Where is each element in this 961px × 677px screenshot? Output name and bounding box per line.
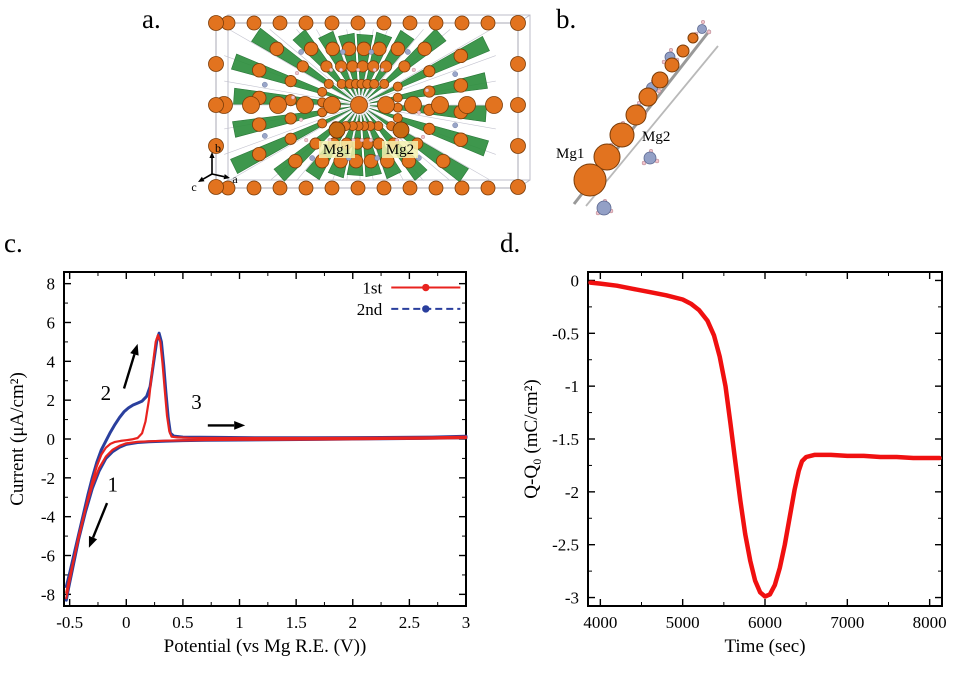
legend-label-2nd: 2nd: [357, 300, 383, 319]
y-tick-label: -6: [41, 547, 55, 566]
panel-d-label: d.: [500, 228, 521, 258]
y-tick-label: 0: [571, 271, 580, 290]
series-2nd-line: [64, 331, 468, 602]
y-tick-label: -0.5: [552, 324, 579, 343]
x-tick-label: 6000: [748, 613, 782, 632]
series-charge-line: [588, 280, 942, 599]
mg2-highlight: [382, 141, 418, 158]
x-axis-label: Potential (vs Mg R.E. (V)): [164, 636, 367, 657]
series-1st-line: [65, 333, 468, 600]
panel-a-label: a.: [142, 4, 161, 34]
axis-a-label: a: [232, 172, 238, 186]
x-tick-label: 5000: [666, 613, 700, 632]
y-tick-label: -2: [41, 469, 55, 488]
annotation-1: 1: [107, 472, 118, 496]
axis-c-label: c: [191, 180, 196, 194]
x-axis-label: Time (sec): [724, 636, 805, 657]
y-axis-label: Current (μA/cm²): [7, 372, 28, 506]
axis-b-label: b: [215, 141, 221, 155]
y-tick-label: -4: [41, 508, 56, 527]
crystal-structure-panel: Mg1 Mg2 b c a: [191, 14, 531, 196]
mg2-label-a: Mg2: [386, 142, 414, 158]
y-tick-label: -2: [565, 483, 579, 502]
x-tick-label: 3: [462, 613, 471, 632]
legend-marker-1st: [422, 283, 430, 292]
x-tick-label: 2: [349, 613, 358, 632]
legend-label-1st: 1st: [362, 279, 382, 298]
panel-c-label: c.: [4, 228, 23, 258]
x-tick-label: 0: [122, 613, 131, 632]
x-tick-label: 2.5: [399, 613, 420, 632]
annotation-3: 3: [191, 390, 202, 414]
y-axis-label: Q-Q₀ (mC/cm²): [521, 379, 542, 498]
cyclic-voltammetry-chart: -0.5 0 0.5 1 1.5 2 2.5 3 -8 -6 -4 -2 0 2 4 6 8 1st 2nd 1 2 3 P…: [7, 271, 471, 657]
legend-marker-2nd: [422, 305, 430, 313]
y-tick-label: -1.5: [552, 430, 579, 449]
mg1-highlight: [319, 141, 355, 158]
mg2-label-b: Mg2: [642, 129, 670, 145]
y-tick-label: 0: [47, 430, 56, 449]
y-tick-label: 6: [47, 313, 56, 332]
y-tick-label: 8: [47, 275, 56, 294]
mg-sphere-lattice: [208, 15, 526, 196]
y-tick-label: -3: [565, 589, 579, 608]
annotation-2: 2: [101, 381, 112, 405]
y-tick-label: -8: [41, 585, 55, 604]
x-tick-label: -0.5: [56, 613, 83, 632]
y-tick-label: 2: [47, 391, 56, 410]
x-tick-label: 7000: [830, 613, 864, 632]
x-tick-label: 8000: [913, 613, 947, 632]
y-tick-label: 4: [47, 352, 56, 371]
panel-b-label: b.: [556, 4, 577, 34]
x-tick-label: 1.5: [286, 613, 307, 632]
molecule-chain-panel: Mg1 Mg2: [556, 19, 719, 216]
x-tick-label: 4000: [583, 613, 617, 632]
x-tick-label: 0.5: [172, 613, 193, 632]
x-tick-label: 1: [235, 613, 244, 632]
y-tick-label: -2.5: [552, 536, 579, 555]
y-tick-label: -1: [565, 377, 579, 396]
plot-border: [587, 271, 943, 607]
mg1-label-b: Mg1: [556, 146, 584, 162]
charge-time-chart: 4000 5000 6000 7000 8000 0 -0.5 -1 -1.5 -2 -2.5 -3 T…: [521, 271, 947, 657]
mg1-label-a: Mg1: [323, 142, 351, 158]
